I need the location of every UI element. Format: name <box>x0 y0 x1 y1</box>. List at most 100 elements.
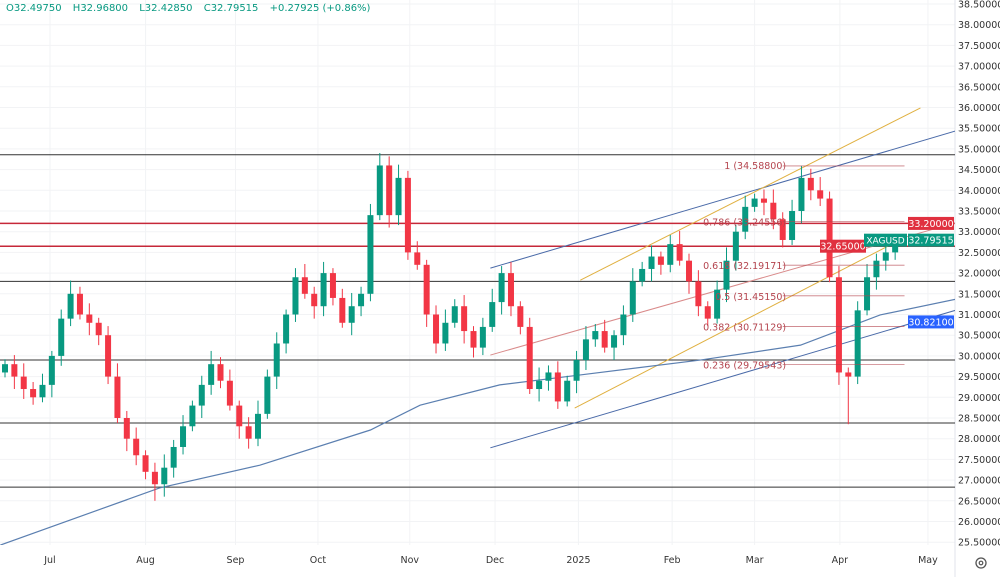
price-tag: 32.79515 XAGUSD <box>864 233 954 247</box>
ohlc-readout: O32.49750 H32.96800 L32.42850 C32.79515 … <box>6 3 371 14</box>
price-tick-label: 37.00000 <box>958 62 1000 73</box>
candle-body <box>151 471 158 485</box>
high-value: 32.96800 <box>80 3 129 14</box>
candle-body <box>751 198 758 207</box>
price-tag-value: 30.82100 <box>908 317 953 328</box>
candle <box>236 400 243 439</box>
price-tick-label: 28.50000 <box>958 414 1000 425</box>
grid <box>0 0 956 577</box>
fib-level-label: 0.786 (33.24556) <box>703 218 786 229</box>
candle <box>301 263 308 299</box>
candle-body <box>732 231 739 261</box>
candle-body <box>404 177 411 253</box>
candle-body <box>161 467 168 485</box>
candle-body <box>329 273 336 298</box>
gear-icon[interactable] <box>975 557 987 569</box>
price-tag: 30.82100 <box>908 315 954 329</box>
change-value: +0.27925 (+0.86%) <box>269 3 371 14</box>
candle <box>826 191 833 283</box>
time-tick-label: Nov <box>401 555 420 566</box>
candle-body <box>695 281 702 307</box>
candle-body <box>395 177 402 216</box>
candle <box>245 417 252 449</box>
candle-body <box>48 355 55 385</box>
time-axis[interactable]: Jul Aug Sep Oct Nov Dec 2025 Feb Mar Apr May <box>43 555 938 566</box>
candle-body <box>386 165 393 216</box>
price-tag-bg <box>820 239 866 253</box>
candle-body <box>76 293 83 315</box>
time-tick-label: Sep <box>227 555 245 566</box>
channel-lower-orange <box>574 239 901 409</box>
candle-body <box>189 405 196 427</box>
candle <box>873 253 880 290</box>
price-tick-label: 31.50000 <box>958 289 1000 300</box>
candle-body <box>133 438 140 456</box>
candle-body <box>667 244 674 265</box>
candle <box>592 324 599 347</box>
candle-body <box>20 376 27 390</box>
candle <box>133 427 140 466</box>
symbol-tag: XAGUSD <box>866 237 904 247</box>
candle <box>695 270 702 317</box>
candle-body <box>779 219 786 240</box>
candle-body <box>11 364 18 377</box>
price-tick-label: 31.00000 <box>958 310 1000 321</box>
candle-body <box>58 318 65 356</box>
candle-body <box>845 372 852 377</box>
candle <box>639 261 646 287</box>
candle <box>320 261 327 317</box>
candle <box>582 326 589 370</box>
price-tick-label: 38.50000 <box>958 0 1000 11</box>
price-tick-label: 34.00000 <box>958 186 1000 197</box>
price-axis[interactable]: 25.50000 26.00000 26.50000 27.00000 27.50000… <box>958 0 1000 549</box>
time-tick-label: Feb <box>664 555 681 566</box>
price-tag-value: 32.65000 <box>820 242 865 253</box>
candle-body <box>826 198 833 278</box>
candle <box>30 381 37 405</box>
candle-body <box>423 264 430 315</box>
candle-body <box>320 273 327 307</box>
candle-body <box>592 331 599 340</box>
candle-body <box>742 206 749 232</box>
candle-body <box>807 177 814 191</box>
time-tick-label: Aug <box>136 555 155 566</box>
fib-level-label: 0.618 (32.19171) <box>703 261 786 272</box>
candle-body <box>798 177 805 211</box>
candle-body <box>573 360 580 381</box>
fib-level-label: 0.236 (29.79543) <box>703 360 786 371</box>
fibonacci-retracement[interactable]: 1 (34.58800) 0.786 (33.24556) 0.618 (32.19… <box>703 161 905 371</box>
candle <box>620 305 627 346</box>
candle-body <box>686 260 693 282</box>
candle-body <box>545 372 552 381</box>
candle <box>854 301 861 385</box>
candle-body <box>414 252 421 265</box>
candle <box>283 309 290 354</box>
candle <box>386 156 393 228</box>
candle-body <box>142 455 149 472</box>
candle-body <box>461 306 468 332</box>
price-tag-bg <box>908 315 954 329</box>
candle <box>629 268 636 322</box>
candle-body <box>507 273 514 307</box>
candle-body <box>292 277 299 315</box>
candle <box>470 326 477 358</box>
price-tick-label: 30.50000 <box>958 331 1000 342</box>
candle <box>208 350 215 395</box>
price-tick-label: 33.00000 <box>958 227 1000 238</box>
candle <box>751 193 758 212</box>
candle <box>807 168 814 201</box>
candle <box>76 286 83 320</box>
candle-body <box>882 252 889 261</box>
candle-body <box>835 277 842 373</box>
candle-body <box>273 343 280 377</box>
fib-level-label: 0.5 (31.45150) <box>715 292 786 303</box>
candle-body <box>311 293 318 307</box>
price-tick-label: 38.00000 <box>958 20 1000 31</box>
price-tick-label: 29.50000 <box>958 372 1000 383</box>
time-tick-label: Oct <box>310 555 327 566</box>
candle-body <box>339 297 346 323</box>
candle-body <box>629 281 636 315</box>
candle-body <box>86 314 93 323</box>
candle-body <box>498 273 505 303</box>
